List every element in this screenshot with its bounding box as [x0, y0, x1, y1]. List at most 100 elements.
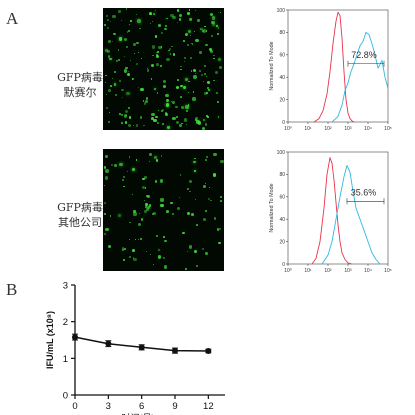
gfp-cell [165, 98, 170, 103]
gfp-cell [191, 44, 193, 46]
gfp-cell [207, 81, 210, 85]
gfp-cell [137, 19, 141, 23]
gfp-cell [165, 93, 169, 98]
gfp-cell [188, 18, 192, 22]
gfp-cell [129, 221, 131, 224]
hist1-frame [287, 9, 389, 123]
gfp-cell [210, 34, 214, 38]
gfp-cell [104, 176, 109, 180]
chartb-x-tick-label: 0 [72, 401, 77, 412]
gfp-cell [132, 248, 135, 252]
chartb-x-tick-label: 6 [139, 401, 144, 412]
hist2-frame [287, 151, 389, 265]
gfp-cell [166, 17, 168, 20]
gfp-cell [157, 255, 161, 259]
gfp-cell [104, 81, 107, 84]
gfp-cell [205, 115, 208, 117]
gfp-cell [160, 179, 164, 183]
chartb-y-tick-label: 0 [63, 391, 68, 402]
gfp-micrograph-2 [103, 149, 224, 271]
hist2-gate-label: 35.6% [351, 187, 377, 197]
gfp-cell [177, 79, 180, 81]
gfp-cell [217, 32, 220, 35]
gfp-cell [217, 101, 219, 103]
gfp-cell [106, 19, 109, 21]
gfp-cell [211, 20, 215, 24]
gfp-cell [108, 39, 112, 43]
gfp-cell [103, 184, 106, 187]
gfp-cell [200, 28, 202, 30]
gfp-cell [135, 159, 138, 161]
gfp-cell [145, 187, 147, 189]
gfp-cell [166, 57, 170, 61]
chartb-x-tick-label: 12 [203, 401, 214, 412]
gfp-cell [111, 77, 113, 79]
gfp-cell [153, 87, 157, 91]
hist2-y-tick-label: 20 [279, 239, 285, 245]
gfp-cell [122, 175, 125, 179]
hist2-x-tick-label: 10¹ [304, 268, 312, 274]
gfp-cell [137, 51, 140, 54]
gfp-cell [211, 16, 215, 20]
gfp-cell [132, 78, 135, 80]
gfp-cell [128, 255, 131, 258]
gfp-cell [105, 169, 109, 173]
gfp-cell [133, 210, 136, 213]
gfp-cell [110, 163, 114, 167]
gfp-cell [205, 43, 208, 47]
gfp-cell [166, 210, 169, 213]
gfp-cell [180, 95, 183, 98]
gfp-cell [158, 24, 161, 27]
gfp-cell [109, 57, 112, 60]
gfp-cell [126, 46, 128, 48]
gfp-cell [220, 159, 224, 163]
gfp-cell [121, 179, 124, 181]
chartb-data-point [105, 340, 112, 347]
gfp-cell [164, 112, 168, 115]
gfp-cell [118, 49, 120, 51]
gfp-cell [176, 121, 180, 125]
hist1-x-tick-label: 10⁰ [284, 126, 292, 132]
gfp-cell [137, 239, 140, 241]
gfp-cell [175, 85, 179, 90]
gfp-cell [142, 185, 146, 190]
gfp-cell [113, 163, 118, 167]
gfp-cell [150, 78, 153, 80]
gfp-cell [189, 35, 191, 37]
gfp-cell [151, 117, 154, 120]
gfp-cell [210, 12, 214, 17]
gfp-cell [185, 109, 189, 113]
hist1-y-tick-label: 40 [279, 75, 285, 81]
gfp-cell [157, 51, 159, 53]
hist2-x-tick-label: 10⁵ [384, 268, 392, 274]
gfp-cell [193, 250, 197, 254]
gfp-cell [143, 124, 145, 127]
gfp-cell [143, 200, 146, 202]
chartb-x-tick-label: 9 [172, 401, 177, 412]
gfp-cell [212, 23, 216, 27]
gfp-cell [138, 212, 140, 215]
gfp-cell [217, 228, 220, 231]
gfp-cell [169, 47, 172, 50]
gfp-cell [213, 152, 217, 156]
gfp-cell [118, 80, 121, 83]
gfp-cell [134, 238, 137, 241]
gfp-cell [177, 207, 181, 211]
gfp-cell [127, 70, 129, 72]
gfp-cell [188, 245, 193, 249]
hist2-y-axis-label: Normalized To Mode [269, 183, 275, 232]
gfp-cell [156, 234, 159, 237]
gfp-cell [179, 196, 181, 198]
gfp-cell [136, 124, 139, 127]
gfp-cell [119, 162, 123, 167]
gfp-cell [192, 160, 196, 164]
gfp-cell [179, 174, 182, 176]
gfp-cell [122, 97, 124, 99]
hist2-gfp-curve [321, 164, 381, 265]
gfp-cell [194, 117, 198, 120]
gfp-cell [195, 265, 198, 268]
gfp-cell [131, 193, 133, 195]
gfp-cell [187, 43, 190, 46]
hist1-gfp-curve [331, 31, 389, 123]
gfp-cell [187, 187, 190, 190]
